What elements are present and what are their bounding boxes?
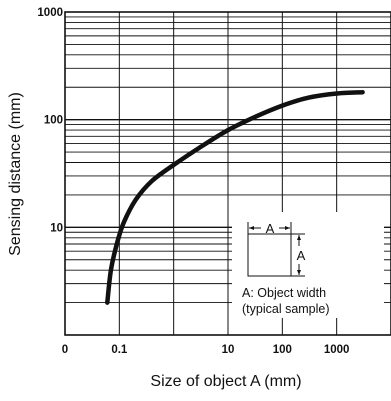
- annotation-caption-line1: A: Object width: [242, 286, 326, 300]
- x-tick-label: 1000: [324, 344, 350, 356]
- object-width-annotation: A A A: Object width (typical sample): [232, 212, 384, 318]
- annotation-caption-line2: (typical sample): [242, 302, 330, 316]
- y-tick-labels: 1000 100 10: [37, 7, 63, 234]
- y-tick-label: 10: [50, 222, 63, 234]
- width-arrowhead-left: [249, 226, 254, 230]
- width-label: A: [266, 221, 275, 236]
- height-label: A: [297, 248, 306, 263]
- x-tick-labels: 0 0.1 10 100 1000: [62, 344, 350, 356]
- x-axis-label: Size of object A (mm): [150, 373, 301, 390]
- y-tick-label: 100: [44, 115, 63, 127]
- x-tick-label: 100: [273, 344, 292, 356]
- series: [105, 89, 365, 305]
- height-arrowhead-top: [297, 235, 301, 240]
- sample-square: [247, 233, 292, 277]
- x-tick-label: 0: [62, 344, 68, 356]
- height-arrowhead-bottom: [297, 270, 301, 275]
- x-tick-label: 10: [222, 344, 235, 356]
- width-arrowhead-right: [285, 226, 290, 230]
- grid: [65, 12, 391, 335]
- series-line: [105, 89, 365, 305]
- x-tick-label: 0.1: [111, 344, 128, 356]
- plot-frame: [64, 11, 391, 336]
- y-axis-label: Sensing distance (mm): [7, 92, 24, 256]
- y-tick-label: 1000: [37, 7, 63, 19]
